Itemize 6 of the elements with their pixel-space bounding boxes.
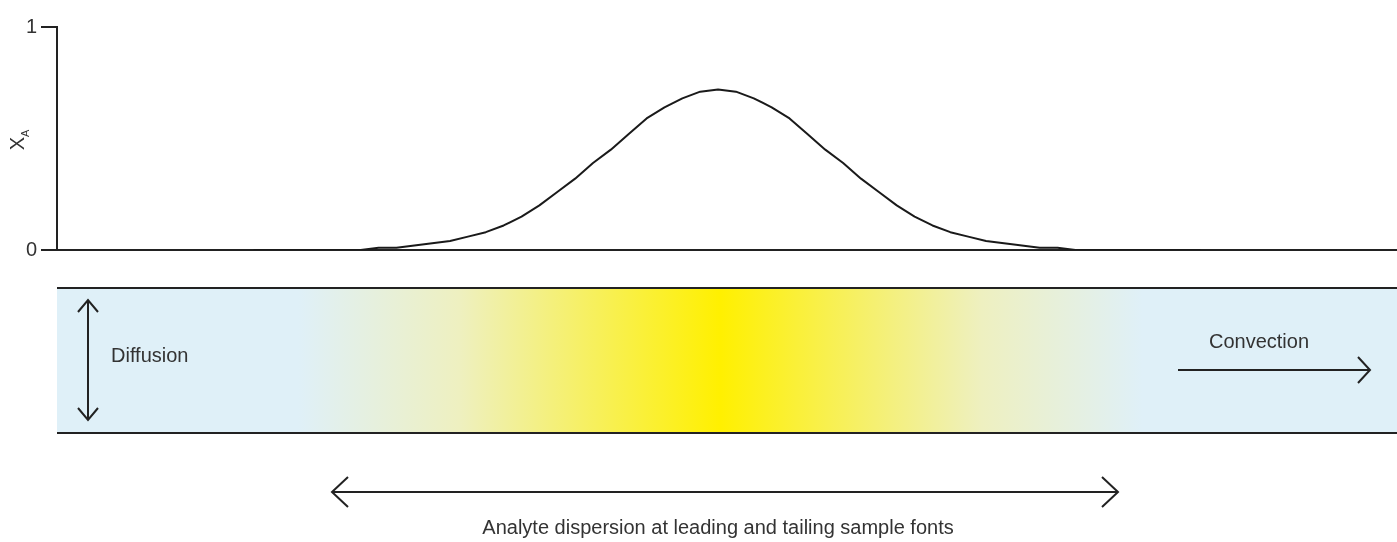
text: Diffusion bbox=[111, 344, 189, 367]
text: Convection bbox=[1209, 330, 1310, 353]
y-tick-label: 0 bbox=[25, 237, 37, 260]
y-tick-label: 1 bbox=[25, 14, 37, 37]
text: Analyte dispersion at leading and tailing sample fonts bbox=[482, 516, 954, 539]
y-axis-title: XA bbox=[6, 129, 31, 151]
